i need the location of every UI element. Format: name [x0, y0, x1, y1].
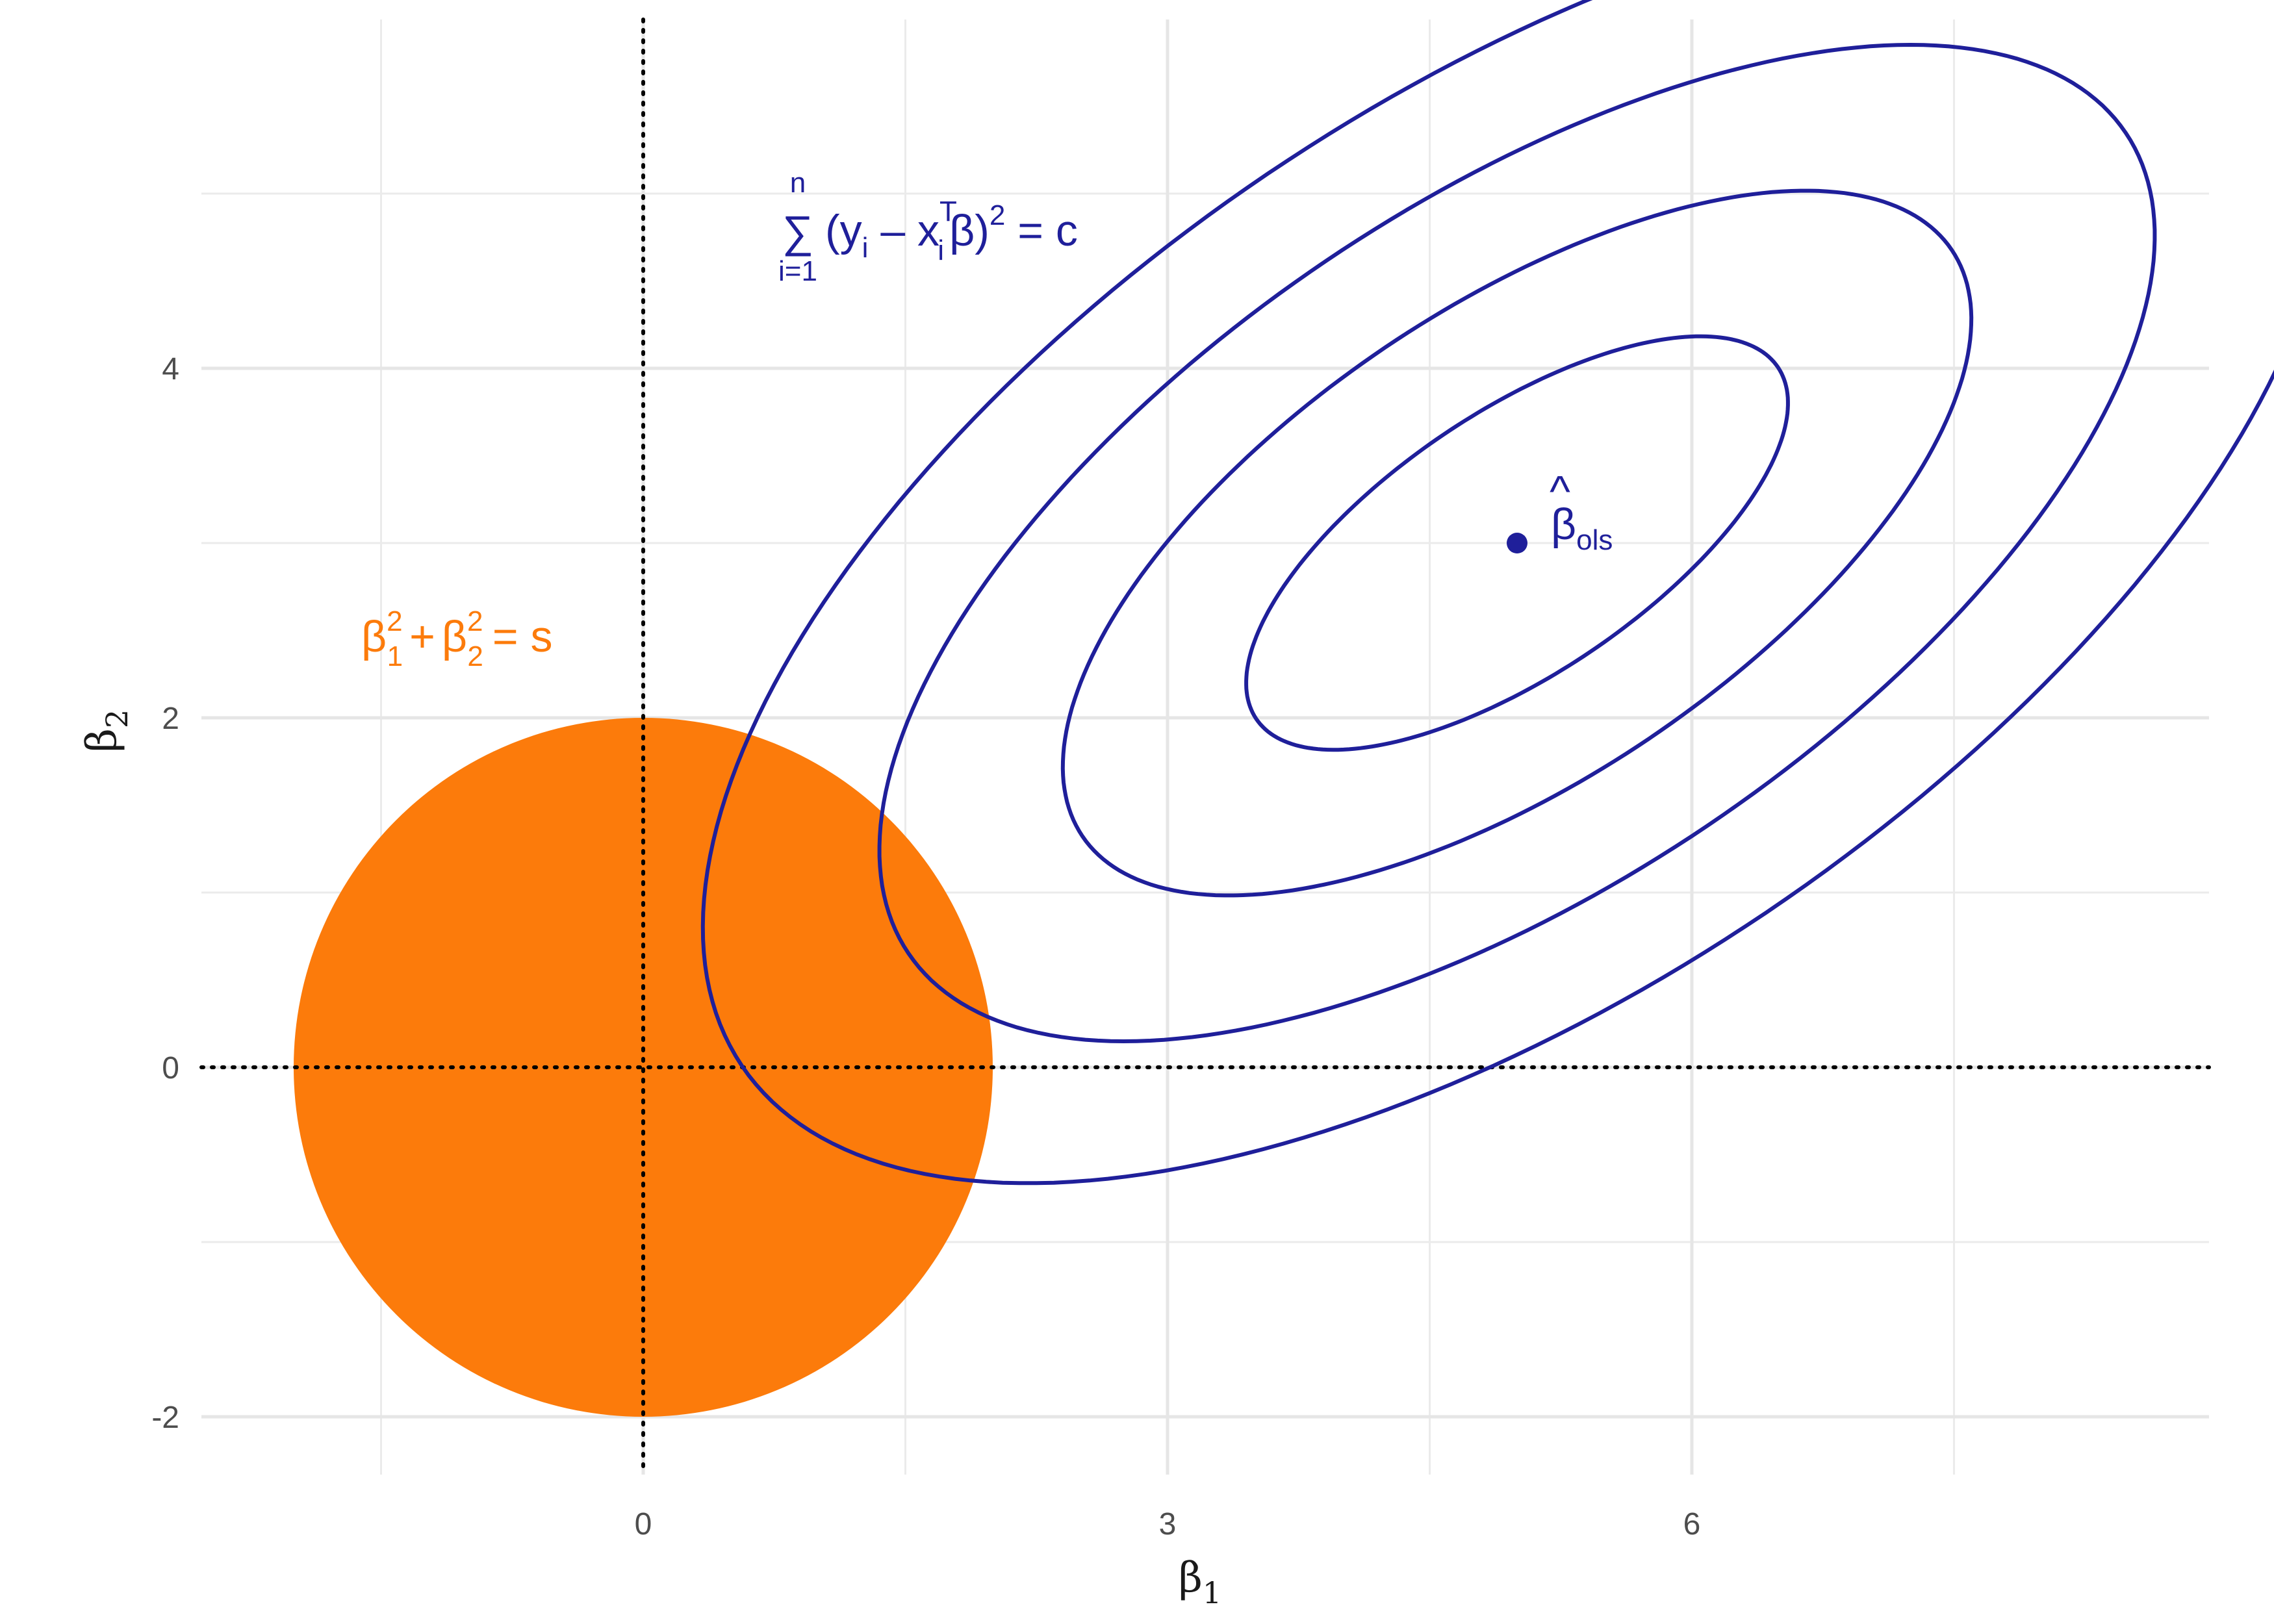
y-tick-label: -2	[151, 1401, 179, 1435]
reference-lines	[199, 18, 2211, 1477]
contour-ellipse-1	[1244, 334, 1790, 752]
constraint-label-b2: β	[442, 612, 467, 661]
rss-label-open: (y	[825, 206, 862, 255]
rss-label-minus: – x	[868, 206, 939, 255]
y-axis-title-subscript: 2	[99, 709, 134, 728]
x-axis-title-subscript: 1	[1203, 1575, 1221, 1610]
y-axis-title: β2	[78, 709, 134, 752]
x-axis-title: β1	[1179, 1554, 1221, 1610]
rss-label-rhs: = c	[1005, 206, 1078, 255]
contour-ellipse-3	[877, 42, 2157, 1044]
rss-label-i1: i	[862, 232, 869, 264]
ols-point-layer	[1507, 533, 1527, 553]
rss-label: ∑ n i=1 (yi – xT i β)2 = c	[778, 167, 1078, 287]
contour-ellipse-4	[700, 0, 2274, 1186]
rss-label-lower: i=1	[778, 255, 817, 287]
rss-label-T: T	[939, 196, 956, 227]
x-tick-label: 6	[1683, 1507, 1701, 1542]
constraint-label: β2 1 + β2 2 = s	[361, 605, 553, 672]
rss-label-body: (yi – xT i β)2 = c	[825, 196, 1078, 266]
x-tick-label: 0	[635, 1507, 652, 1542]
constraint-label-rhs: = s	[492, 612, 553, 661]
y-tick-label: 2	[162, 702, 179, 736]
rss-label-beta: β)	[949, 206, 990, 255]
y-axis-title-main: β	[78, 728, 126, 752]
ols-label-text: βols	[1551, 500, 1613, 556]
ols-point	[1507, 533, 1527, 553]
constraint-label-b1: β	[361, 612, 387, 661]
x-axis-title-main: β	[1179, 1554, 1203, 1602]
ols-label-beta: β	[1551, 500, 1576, 549]
rss-contours	[700, 0, 2274, 1186]
rss-label-sum: ∑	[782, 207, 813, 257]
y-tick-label: 0	[162, 1051, 179, 1085]
ols-label-sub: ols	[1576, 524, 1613, 556]
constraint-label-b2-sup: 2	[467, 605, 483, 637]
ols-label-hat: ^	[1550, 467, 1570, 516]
x-tick-label: 3	[1159, 1507, 1177, 1542]
constraint-label-plus: +	[409, 612, 435, 661]
y-tick-label: 4	[162, 352, 179, 387]
contour-ellipse-2	[1060, 188, 1974, 898]
tick-labels: 0 3 6 -2 0 2 4	[151, 352, 1700, 1542]
rss-label-sq: 2	[990, 199, 1005, 231]
rss-label-i2: i	[938, 235, 944, 266]
rss-label-upper: n	[790, 167, 806, 199]
constraint-label-b2-sub: 2	[467, 641, 483, 672]
constraint-label-b1-sup: 2	[387, 605, 402, 637]
constraint-label-b1-sub: 1	[387, 641, 403, 672]
ols-label: ^ βols	[1550, 467, 1613, 556]
